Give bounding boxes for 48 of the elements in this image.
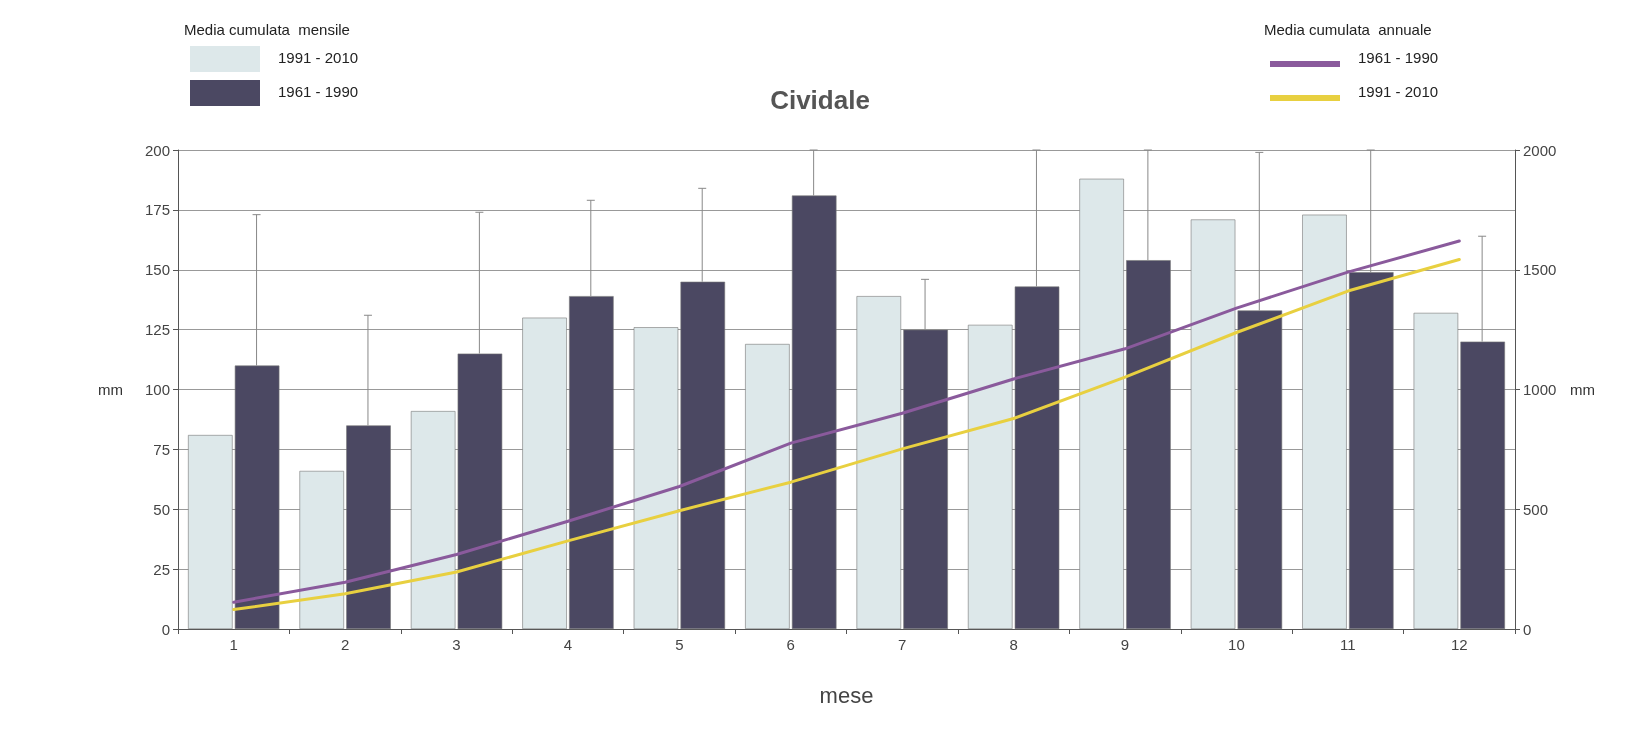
x-tick-label: 1	[229, 636, 238, 653]
x-tick-label: 2	[340, 636, 350, 653]
x-tick-label: 8	[1009, 636, 1018, 653]
x-tick-label: 5	[675, 636, 684, 653]
x-tick-label: 3	[452, 636, 461, 653]
y-tick-label: 0	[161, 620, 170, 638]
legend-label: 1961 - 1990	[1358, 49, 1439, 66]
y2-tick-label: 1000	[1523, 381, 1557, 398]
y2-tick-label: 2000	[1523, 141, 1557, 159]
x-tick-label: 7	[898, 636, 907, 653]
y2-tick-label: 0	[1523, 620, 1532, 638]
bar	[1079, 178, 1124, 629]
y-tick-label: 150	[144, 261, 170, 279]
y-axis-title: mm	[98, 381, 123, 398]
x-tick-label: 10	[1228, 636, 1245, 653]
y2-tick-label: 500	[1523, 500, 1549, 518]
bar	[346, 425, 391, 629]
y2-axis-title: mm	[1570, 381, 1595, 398]
y-tick-label: 50	[153, 500, 170, 518]
y-tick-label: 175	[144, 201, 170, 219]
bar	[1302, 214, 1347, 629]
text: Media cumulata mensile	[184, 21, 350, 38]
x-axis-title: mese	[819, 682, 874, 708]
bar	[522, 317, 567, 629]
legend-label: 1991 - 2010	[278, 49, 359, 66]
x-tick-label: 12	[1450, 636, 1468, 653]
bar	[745, 344, 790, 629]
bar	[791, 195, 837, 629]
bar	[1348, 272, 1394, 629]
chart-title: Cividale	[770, 85, 870, 115]
y-tick-label: 25	[153, 560, 170, 578]
text: Media cumulata annuale	[1264, 21, 1432, 38]
bar	[569, 296, 614, 629]
legend-label: 1961 - 1990	[278, 83, 359, 100]
x-tick-label: 9	[1120, 636, 1130, 653]
x-tick-label: 6	[786, 636, 795, 653]
y-tick-label: 75	[153, 440, 170, 458]
bar	[903, 329, 948, 629]
y-tick-label: 125	[144, 321, 170, 339]
bar	[1126, 260, 1171, 629]
y2-tick-label: 1500	[1523, 261, 1557, 279]
y-tick-label: 200	[144, 141, 170, 159]
bar	[299, 470, 345, 629]
x-tick-label: 4	[563, 636, 573, 653]
bar	[856, 296, 902, 629]
x-tick-label: 11	[1340, 636, 1356, 653]
y-tick-label: 100	[144, 381, 170, 398]
legend-label: 1991 - 2010	[1358, 83, 1439, 100]
